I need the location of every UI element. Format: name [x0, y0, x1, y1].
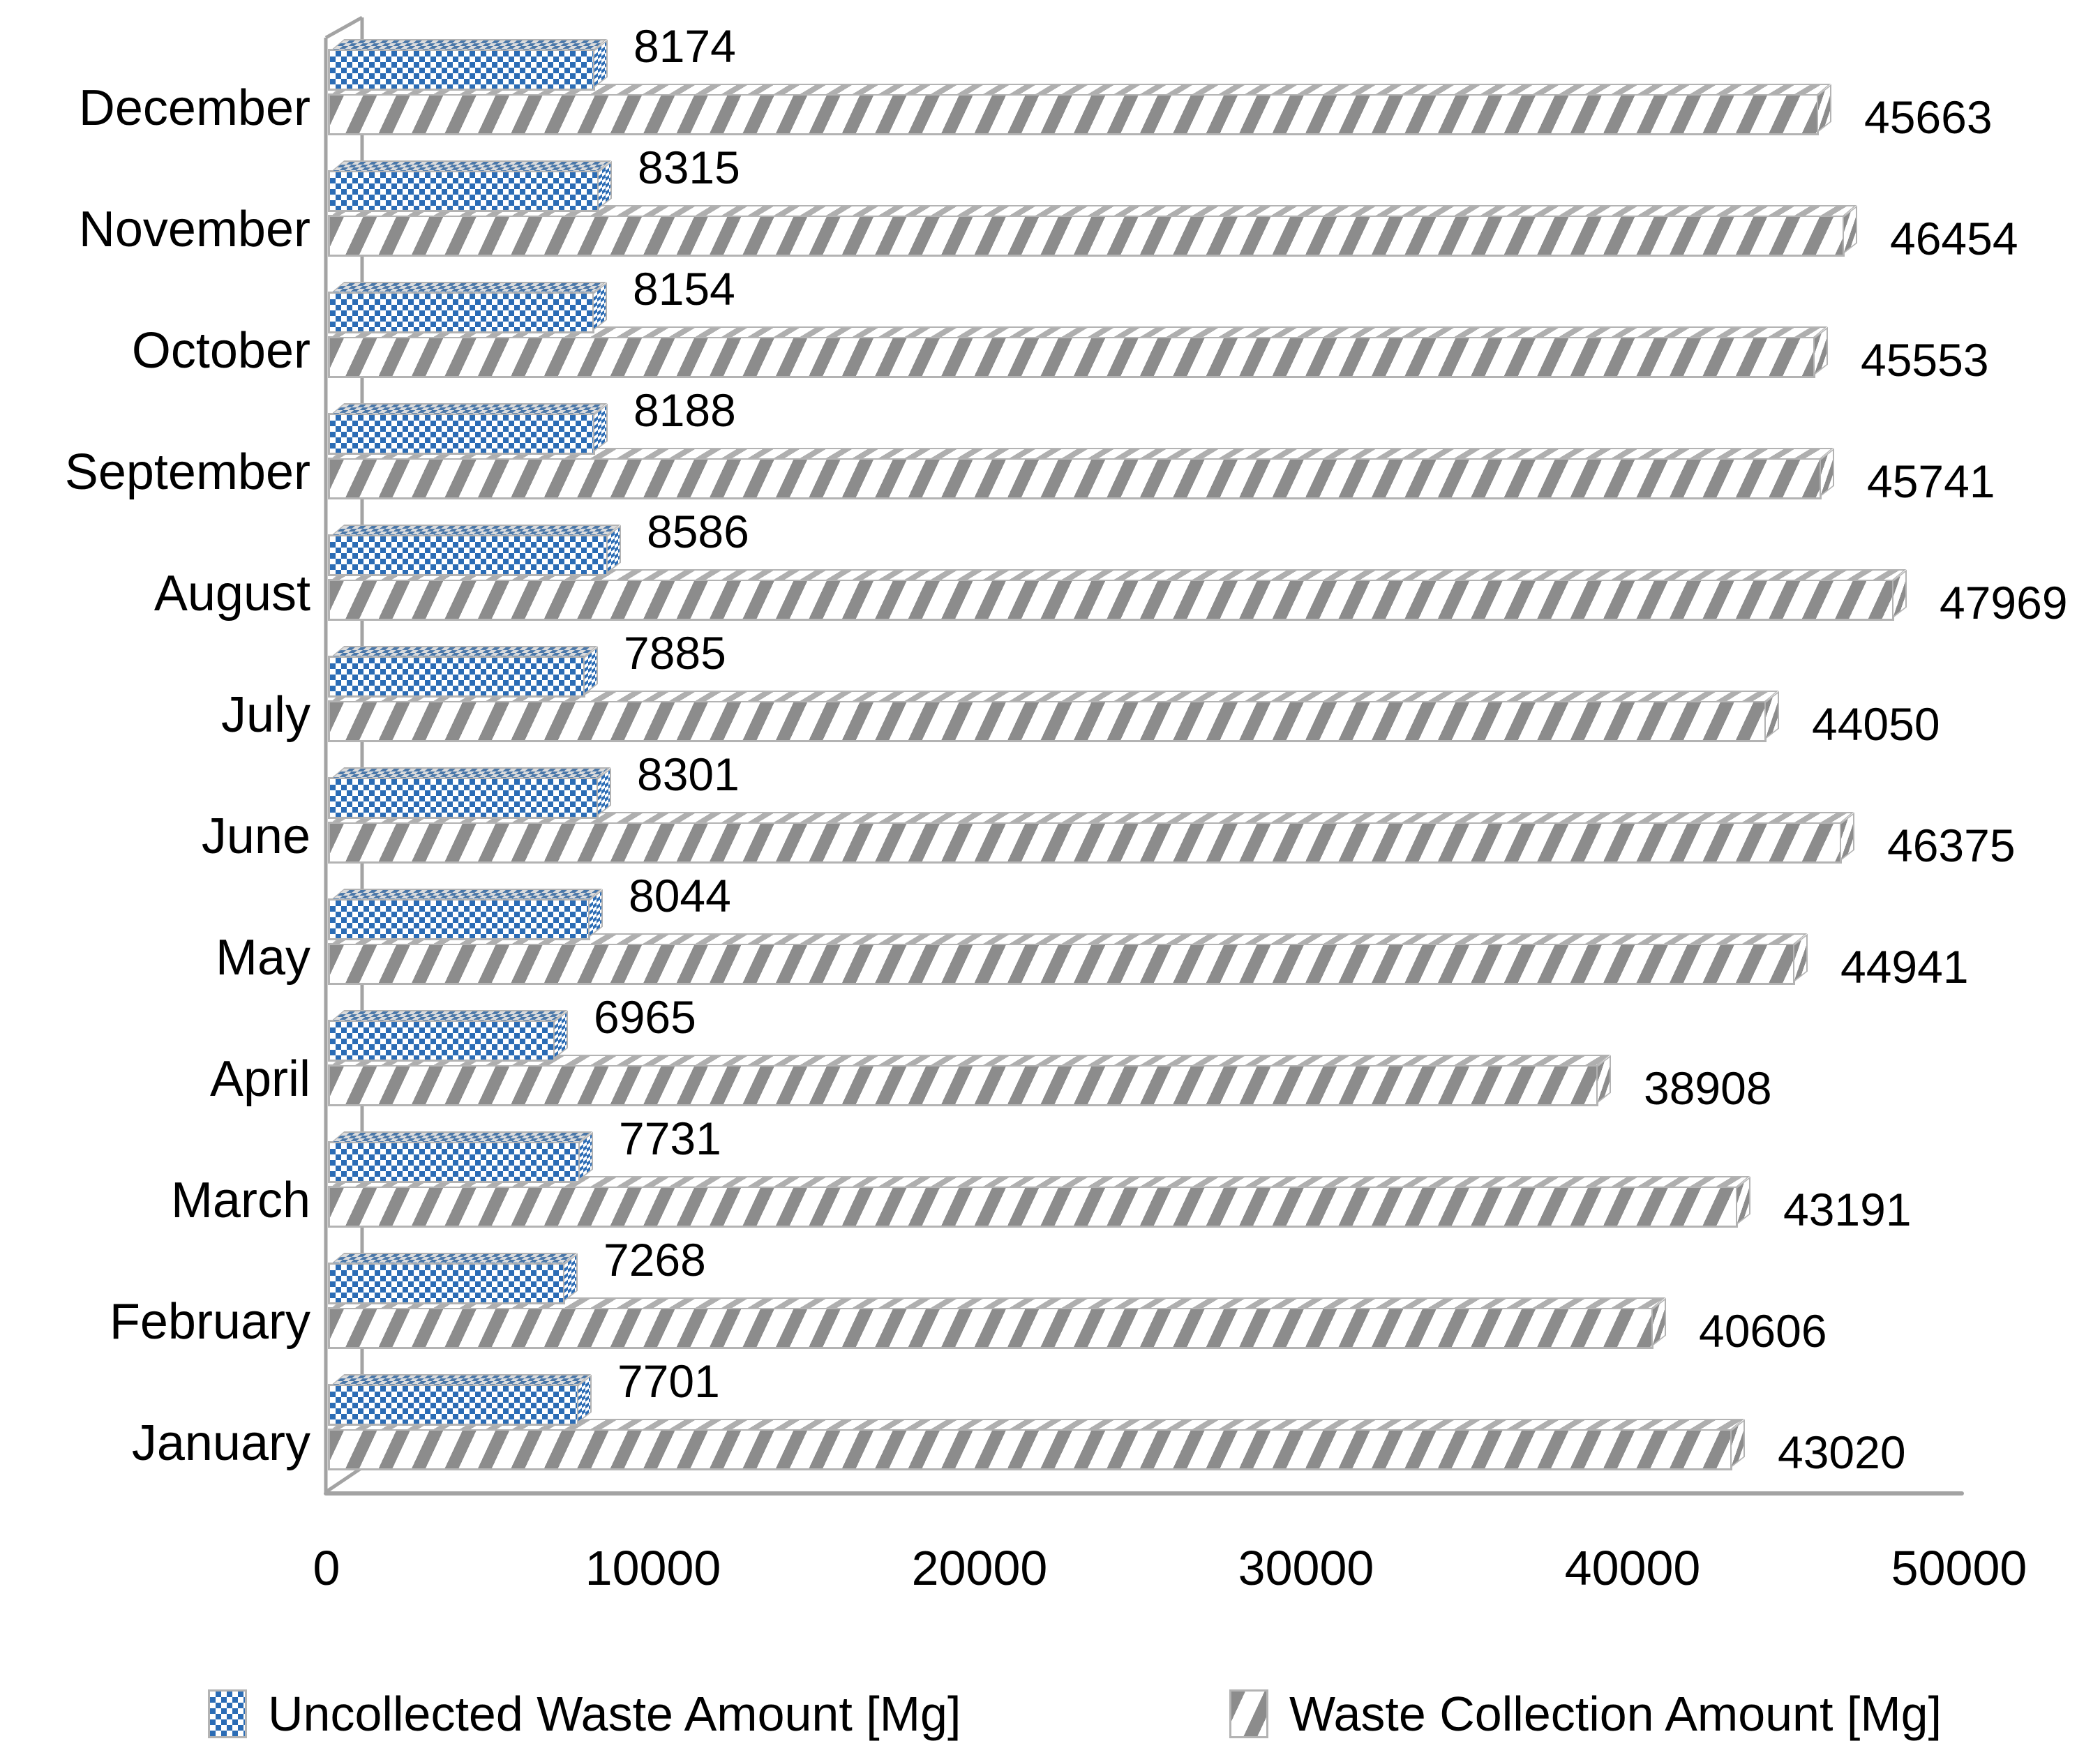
bar-waste-collection-april	[328, 1055, 1611, 1106]
value-label-waste-collection-february: 40606	[1699, 1305, 1827, 1357]
bar-uncollected-waste-october	[328, 282, 607, 333]
bar-waste-collection-december	[328, 84, 1831, 135]
bar-waste-collection-may	[328, 933, 1808, 985]
value-label-waste-collection-september: 45741	[1867, 455, 1995, 507]
category-label-january: January	[131, 1415, 310, 1471]
category-label-august: August	[153, 566, 310, 622]
category-label-may: May	[215, 930, 310, 986]
value-label-waste-collection-march: 43191	[1783, 1184, 1912, 1235]
value-label-waste-collection-december: 45663	[1864, 91, 1993, 143]
bar-top-face-uncollected-waste-january	[330, 1374, 592, 1386]
x-tick-0: 0	[313, 1541, 340, 1595]
value-label-waste-collection-april: 38908	[1644, 1062, 1772, 1114]
legend-swatch-waste-collection	[1229, 1689, 1268, 1738]
bar-waste-collection-october	[328, 326, 1828, 378]
value-label-uncollected-waste-september: 8188	[633, 384, 736, 436]
value-label-uncollected-waste-july: 7885	[624, 627, 726, 679]
category-label-april: April	[209, 1051, 310, 1107]
category-label-september: September	[64, 444, 310, 500]
value-label-uncollected-waste-november: 8315	[638, 142, 740, 193]
bar-uncollected-waste-may	[328, 889, 603, 940]
bar-uncollected-waste-april	[328, 1010, 568, 1062]
x-tick-40000: 40000	[1564, 1541, 1701, 1595]
bar-uncollected-waste-march	[328, 1131, 593, 1183]
bar-top-face-uncollected-waste-august	[330, 525, 621, 536]
category-label-october: October	[131, 323, 310, 379]
value-label-waste-collection-january: 43020	[1778, 1426, 1906, 1478]
value-label-uncollected-waste-january: 7701	[617, 1355, 720, 1407]
value-label-waste-collection-august: 47969	[1940, 577, 2068, 628]
bar-top-face-uncollected-waste-december	[330, 39, 608, 51]
category-label-november: November	[78, 202, 310, 257]
bar-top-face-uncollected-waste-september	[330, 403, 608, 415]
bar-uncollected-waste-september	[328, 403, 608, 455]
bar-waste-collection-january	[328, 1419, 1745, 1470]
bar-top-face-uncollected-waste-july	[330, 646, 598, 658]
value-label-uncollected-waste-june: 8301	[637, 748, 740, 800]
category-label-june: June	[201, 808, 310, 864]
category-label-december: December	[78, 80, 310, 136]
value-label-uncollected-waste-may: 8044	[629, 870, 731, 921]
x-tick-20000: 20000	[911, 1541, 1048, 1595]
bar-uncollected-waste-december	[328, 39, 608, 91]
x-tick-50000: 50000	[1891, 1541, 2027, 1595]
value-label-waste-collection-october: 45553	[1861, 334, 1989, 386]
bar-waste-collection-august	[328, 569, 1907, 621]
bar-top-face-uncollected-waste-march	[330, 1131, 593, 1143]
bar-uncollected-waste-august	[328, 525, 621, 576]
value-label-waste-collection-july: 44050	[1812, 698, 1940, 750]
legend-label-uncollected-waste: Uncollected Waste Amount [Mg]	[268, 1687, 961, 1741]
bar-top-face-uncollected-waste-november	[330, 160, 612, 172]
value-label-uncollected-waste-october: 8154	[633, 263, 735, 315]
bar-uncollected-waste-november	[328, 160, 612, 212]
value-label-waste-collection-june: 46375	[1887, 820, 2016, 871]
bar-top-face-uncollected-waste-may	[330, 889, 603, 901]
bar-uncollected-waste-february	[328, 1253, 578, 1304]
value-label-uncollected-waste-february: 7268	[603, 1234, 706, 1286]
legend-swatch-uncollected-waste	[208, 1689, 247, 1738]
wall-top-diagonal	[324, 15, 363, 40]
x-tick-10000: 10000	[585, 1541, 721, 1595]
bar-top-face-uncollected-waste-february	[330, 1253, 578, 1265]
bar-waste-collection-march	[328, 1176, 1750, 1228]
x-tick-30000: 30000	[1238, 1541, 1374, 1595]
bar-top-face-uncollected-waste-october	[330, 282, 607, 294]
bar-uncollected-waste-january	[328, 1374, 592, 1426]
category-label-february: February	[109, 1294, 310, 1350]
bar-top-face-uncollected-waste-april	[330, 1010, 568, 1022]
bar-waste-collection-november	[328, 205, 1857, 257]
value-label-uncollected-waste-march: 7731	[619, 1113, 721, 1164]
bar-waste-collection-july	[328, 691, 1779, 742]
value-label-uncollected-waste-december: 8174	[633, 20, 736, 72]
bar-waste-collection-june	[328, 812, 1854, 864]
value-label-waste-collection-may: 44941	[1840, 941, 1969, 993]
value-label-waste-collection-november: 46454	[1890, 213, 2018, 264]
floor-diagonal	[324, 1466, 363, 1494]
category-label-july: July	[220, 687, 310, 743]
legend-label-waste-collection: Waste Collection Amount [Mg]	[1289, 1687, 1942, 1741]
bar-waste-collection-february	[328, 1297, 1666, 1349]
bar-uncollected-waste-july	[328, 646, 598, 698]
value-label-uncollected-waste-august: 8586	[647, 506, 749, 557]
bar-top-face-uncollected-waste-june	[330, 767, 611, 779]
bar-waste-collection-september	[328, 448, 1834, 499]
category-label-march: March	[170, 1173, 310, 1228]
value-label-uncollected-waste-april: 6965	[594, 991, 696, 1043]
bar-uncollected-waste-june	[328, 767, 611, 819]
